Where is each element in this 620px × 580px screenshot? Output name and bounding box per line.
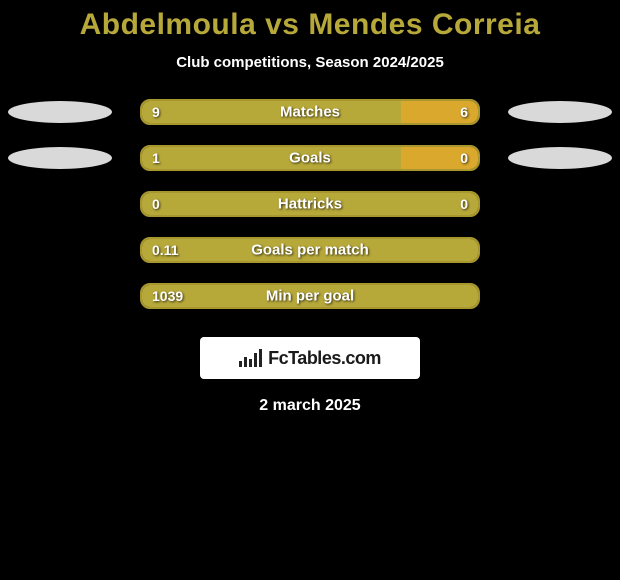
brand-logo-text: FcTables.com	[268, 348, 381, 369]
stat-bar: 1039 Min per goal	[140, 283, 480, 309]
bar-fill-right	[401, 101, 478, 123]
page-subtitle: Club competitions, Season 2024/2025	[0, 54, 620, 71]
bar-fill-right	[401, 147, 478, 169]
stat-rows: 9 Matches 6 1 Goals 0 0	[0, 99, 620, 309]
player-badge-left	[8, 101, 112, 123]
brand-logo: FcTables.com	[200, 337, 420, 379]
player-badge-left	[8, 147, 112, 169]
stat-bar: 0.11 Goals per match	[140, 237, 480, 263]
stat-row-min-per-goal: 1039 Min per goal	[0, 283, 620, 309]
bar-fill-left	[142, 147, 401, 169]
player-badge-right	[508, 147, 612, 169]
stat-bar: 9 Matches 6	[140, 99, 480, 125]
bar-chart-icon	[239, 349, 262, 367]
page-title: Abdelmoula vs Mendes Correia	[0, 8, 620, 42]
bar-fill-left	[142, 239, 478, 261]
stat-row-goals-per-match: 0.11 Goals per match	[0, 237, 620, 263]
stat-bar: 0 Hattricks 0	[140, 191, 480, 217]
stat-row-goals: 1 Goals 0	[0, 145, 620, 171]
stat-row-hattricks: 0 Hattricks 0	[0, 191, 620, 217]
player-badge-right	[508, 101, 612, 123]
bar-fill-left	[142, 193, 478, 215]
stat-row-matches: 9 Matches 6	[0, 99, 620, 125]
bar-fill-left	[142, 101, 401, 123]
date-label: 2 march 2025	[0, 397, 620, 415]
bar-fill-left	[142, 285, 478, 307]
stat-bar: 1 Goals 0	[140, 145, 480, 171]
comparison-container: Abdelmoula vs Mendes Correia Club compet…	[0, 0, 620, 415]
